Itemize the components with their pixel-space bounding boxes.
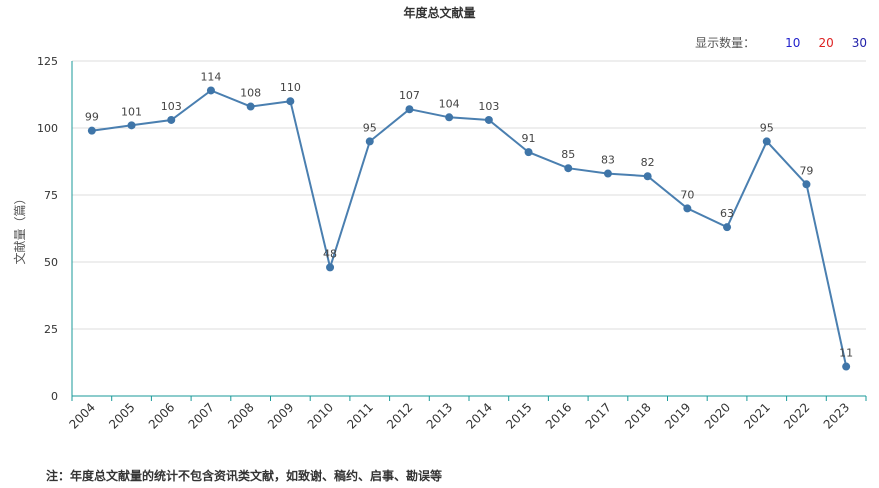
y-tick-label: 125 — [37, 55, 58, 68]
data-point[interactable] — [206, 86, 215, 95]
x-tick-label: 2010 — [305, 400, 336, 431]
data-label: 95 — [363, 121, 377, 134]
x-tick-label: 2016 — [543, 400, 574, 431]
x-tick-label: 2022 — [781, 400, 812, 431]
x-tick-label: 2017 — [583, 400, 614, 431]
data-label: 79 — [799, 164, 813, 177]
y-tick-label: 25 — [44, 323, 58, 336]
data-label: 11 — [839, 347, 853, 360]
y-tick-label: 0 — [51, 390, 58, 403]
x-tick-label: 2015 — [503, 400, 534, 431]
data-label: 103 — [478, 100, 499, 113]
data-point[interactable] — [723, 223, 732, 232]
show-count-selector: 显示数量： 10 20 30 — [695, 34, 867, 51]
show-count-option-30[interactable]: 30 — [851, 35, 867, 50]
x-tick-label: 2012 — [384, 400, 415, 431]
x-tick-label: 2005 — [106, 400, 137, 431]
chart-title: 年度总文献量 — [403, 6, 476, 20]
data-point[interactable] — [683, 204, 692, 213]
data-label: 91 — [522, 132, 536, 145]
x-tick-label: 2009 — [265, 400, 296, 431]
data-point[interactable] — [445, 113, 454, 122]
x-tick-label: 2020 — [702, 400, 733, 431]
data-label: 48 — [323, 247, 337, 260]
data-point[interactable] — [127, 121, 136, 130]
x-tick-label: 2013 — [424, 400, 455, 431]
y-tick-label: 100 — [37, 122, 58, 135]
data-points — [87, 86, 851, 371]
x-tick-label: 2019 — [662, 400, 693, 431]
data-point[interactable] — [524, 148, 533, 157]
show-count-label: 显示数量： — [695, 36, 756, 50]
show-count-option-20[interactable]: 20 — [818, 35, 834, 50]
data-point[interactable] — [603, 169, 612, 178]
data-point[interactable] — [167, 115, 176, 124]
x-tick-label: 2023 — [821, 400, 852, 431]
data-label: 103 — [161, 100, 182, 113]
data-point[interactable] — [802, 180, 811, 189]
data-point[interactable] — [564, 164, 573, 173]
data-label: 114 — [200, 70, 221, 83]
y-tick-label: 50 — [44, 256, 58, 269]
data-label: 70 — [680, 188, 694, 201]
x-tick-label: 2011 — [344, 400, 375, 431]
data-point[interactable] — [365, 137, 374, 146]
data-label: 95 — [760, 121, 774, 134]
data-label: 108 — [240, 87, 261, 100]
data-label: 63 — [720, 207, 734, 220]
x-tick-label: 2021 — [741, 400, 772, 431]
x-tick-label: 2008 — [225, 400, 256, 431]
data-point[interactable] — [286, 97, 295, 106]
x-axis: 2004 2005 2006 2007 2008 2009 2010 2011 2012 2013… — [66, 395, 867, 432]
data-label: 82 — [641, 156, 655, 169]
series-line — [91, 89, 848, 367]
data-labels: 99 101 103 114 108 110 48 95 107 104 103 91 85 83 82 70… — [85, 70, 853, 359]
x-tick-label: 2007 — [186, 400, 217, 431]
data-label: 110 — [280, 81, 301, 94]
data-point[interactable] — [405, 105, 414, 114]
data-label: 107 — [399, 89, 420, 102]
x-tick-label: 2018 — [622, 400, 653, 431]
x-tick-label: 2006 — [146, 400, 177, 431]
grid-lines — [72, 60, 866, 330]
data-point[interactable] — [484, 115, 493, 124]
data-label: 85 — [561, 148, 575, 161]
show-count-option-10[interactable]: 10 — [785, 35, 801, 50]
data-label: 101 — [121, 105, 142, 118]
data-point[interactable] — [246, 102, 255, 111]
data-label: 83 — [601, 154, 615, 167]
x-tick-label: 2014 — [463, 400, 494, 431]
y-axis-label: 文献量（篇） — [12, 192, 27, 264]
data-label: 104 — [439, 97, 460, 110]
y-axis-ticks: 0 25 50 75 100 125 — [37, 55, 58, 403]
data-label: 99 — [85, 111, 99, 124]
data-point[interactable] — [87, 126, 96, 135]
data-point[interactable] — [762, 137, 771, 146]
data-point[interactable] — [842, 362, 851, 371]
footnote: 注：年度总文献量的统计不包含资讯类文献，如致谢、稿约、启事、勘误等 — [46, 469, 443, 483]
data-point[interactable] — [643, 172, 652, 181]
y-tick-label: 75 — [44, 189, 58, 202]
x-tick-label: 2004 — [66, 400, 97, 431]
data-point[interactable] — [326, 263, 335, 272]
